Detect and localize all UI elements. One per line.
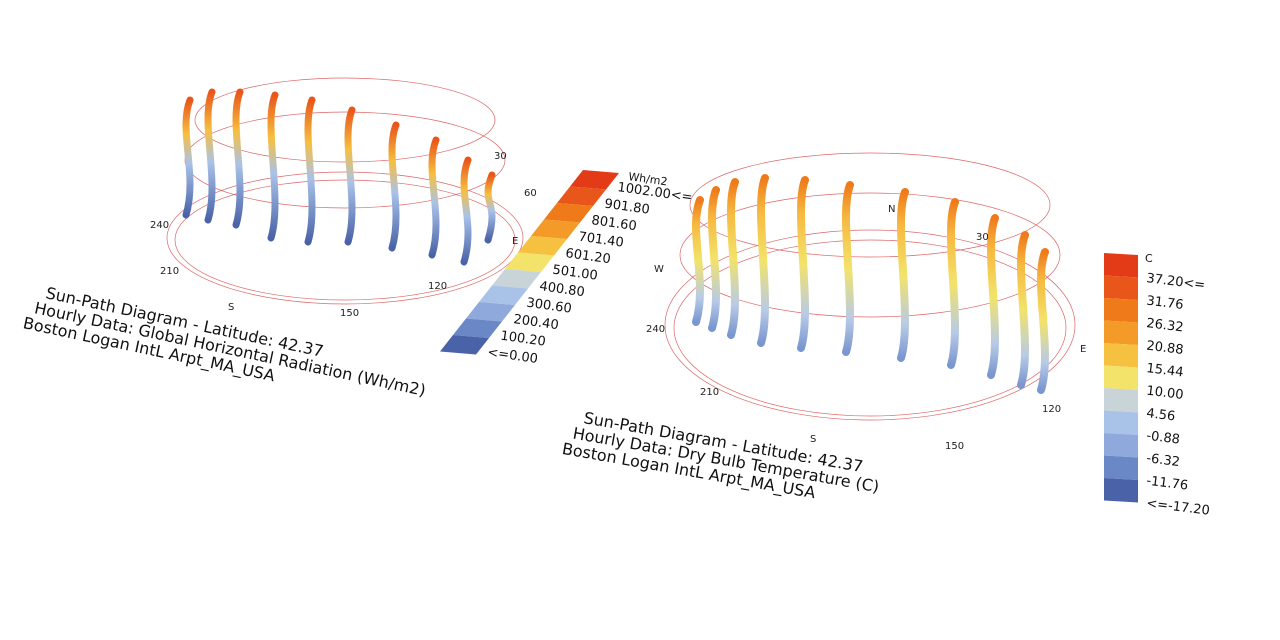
compass-label: 150: [340, 308, 359, 319]
legend-swatch: [1104, 455, 1138, 480]
legend-label: 200.40: [512, 312, 559, 333]
legend-label: 15.44: [1146, 361, 1185, 380]
legend-swatch: [1104, 275, 1138, 300]
legend-swatch: [1104, 343, 1138, 368]
compass-label: 120: [428, 281, 447, 292]
legend-label: 10.00: [1146, 384, 1185, 403]
legend-label: 100.20: [499, 329, 546, 350]
compass-label: 60: [524, 188, 537, 199]
sun-strand: [987, 214, 999, 379]
legend-swatch: [505, 252, 554, 272]
legend-swatch: [492, 269, 541, 289]
compass-label: 210: [160, 266, 179, 277]
compass-label: W: [654, 264, 664, 275]
legend-label: 37.20<=: [1146, 271, 1206, 293]
labels: 240 210 S 150 120 E 60 30 W 240 210 S 150 120 E 30 N Sun-…: [21, 151, 1210, 519]
legend-swatch: [453, 318, 502, 338]
sun-strand: [304, 96, 316, 246]
legend-unit: C: [1145, 252, 1153, 265]
sun-strand: [267, 91, 279, 242]
legend-label: 300.60: [525, 296, 572, 317]
compass-label: S: [810, 434, 816, 445]
sun-strand: [1017, 231, 1029, 389]
compass-label: 30: [494, 151, 507, 162]
sun-path-left: [166, 77, 524, 305]
sun-strand: [428, 136, 440, 259]
sun-strand: [947, 198, 959, 369]
legend-label: <=-17.20: [1146, 496, 1211, 519]
sun-strand: [842, 181, 854, 356]
legend-swatch: [1104, 298, 1138, 323]
sun-strand: [232, 88, 244, 229]
sun-path-right: [664, 152, 1076, 421]
legend-swatch: [531, 219, 580, 239]
legend-label: 501.00: [551, 263, 598, 284]
legend-swatch: [1104, 478, 1138, 503]
legend-label: 26.32: [1146, 316, 1185, 335]
compass-label: S: [228, 302, 234, 313]
legend-swatch: [440, 335, 489, 355]
legend-swatch: [1104, 410, 1138, 435]
legend-swatch: [1104, 253, 1138, 278]
legend-label: -6.32: [1146, 451, 1181, 470]
legend-label: <=0.00: [486, 345, 538, 367]
compass-label: 210: [700, 387, 719, 398]
sun-strand: [1037, 248, 1049, 394]
compass-label: 120: [1042, 404, 1061, 415]
sun-strand: [460, 156, 472, 266]
legend-swatch: [466, 302, 515, 322]
legend-label: 31.76: [1146, 294, 1185, 313]
legend-swatch: [479, 285, 528, 305]
legend-swatch: [1104, 388, 1138, 413]
sun-strand: [692, 196, 704, 326]
legend-label: 801.60: [590, 213, 637, 234]
compass-label: E: [1080, 344, 1086, 355]
sun-strand: [388, 121, 400, 252]
legend-label: 4.56: [1146, 406, 1177, 424]
title-block: Sun-Path Diagram - Latitude: 42.37Hourly…: [21, 283, 428, 400]
compass-label: N: [888, 204, 895, 215]
legend-label: 901.80: [603, 197, 650, 218]
title-line: Hourly Data: Global Horizontal Radiation…: [33, 298, 428, 400]
legend-unit: Wh/m2: [628, 170, 669, 188]
legend-label: 20.88: [1146, 339, 1185, 358]
legend-label: -11.76: [1146, 474, 1189, 494]
compass-label: 240: [646, 324, 665, 335]
sun-strand: [708, 186, 720, 332]
legend-swatch: [570, 170, 619, 190]
sun-strand: [757, 174, 769, 347]
legend-label: 701.40: [577, 230, 624, 251]
legend-label: -0.88: [1146, 429, 1181, 448]
sun-strand: [484, 171, 496, 244]
compass-label: 150: [945, 441, 964, 452]
compass-label: 240: [150, 220, 169, 231]
legend-swatch: [557, 186, 606, 206]
legend-swatch: [1104, 433, 1138, 458]
compass-label: 30: [976, 232, 989, 243]
legend-swatch: [1104, 320, 1138, 345]
sun-strand: [727, 178, 739, 339]
title-block: Sun-Path Diagram - Latitude: 42.37Hourly…: [560, 408, 880, 503]
legend-label: 400.80: [538, 279, 585, 300]
sun-strand: [897, 188, 909, 362]
sun-strand: [182, 96, 194, 219]
legend-swatch: [544, 203, 593, 223]
sun-strand: [797, 176, 809, 352]
legend-swatch: [518, 236, 567, 256]
sun-strand: [204, 88, 216, 224]
legend-label: 601.20: [564, 246, 611, 267]
legend-swatch: [1104, 365, 1138, 390]
sun-strand: [344, 106, 356, 246]
compass-label: E: [512, 236, 518, 247]
